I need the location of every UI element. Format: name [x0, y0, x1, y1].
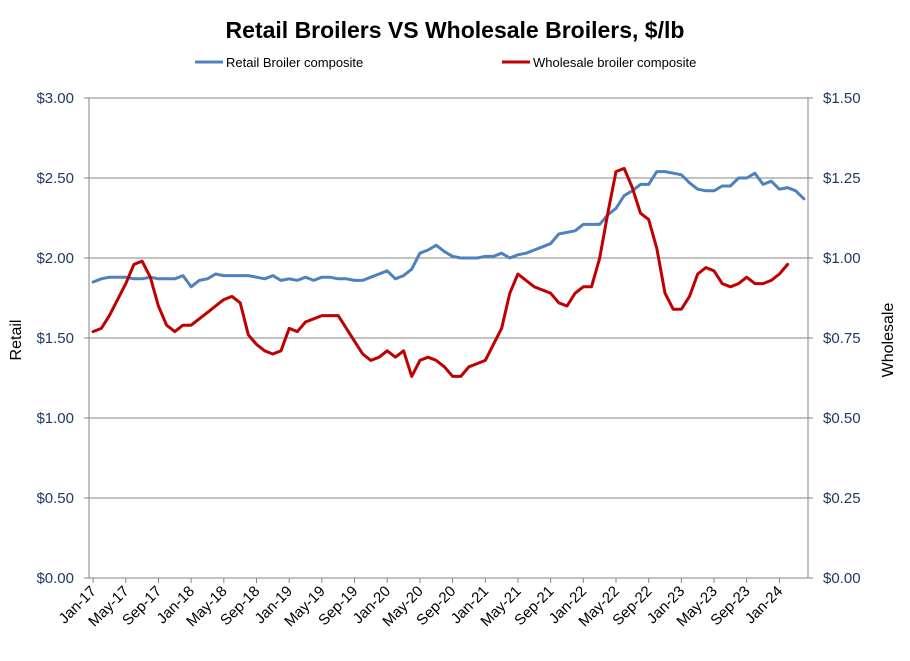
x-tick-label: Jan-24	[742, 583, 786, 627]
y-axis-right-title: Wholesale	[880, 303, 897, 378]
y-right-tick-label: $1.50	[823, 90, 861, 107]
y-right-tick-label: $1.25	[823, 170, 861, 187]
chart-title: Retail Broilers VS Wholesale Broilers, $…	[226, 17, 685, 43]
legend-label-wholesale: Wholesale broiler composite	[533, 55, 696, 70]
x-axis-ticks: Jan-17May-17Sep-17Jan-18May-18Sep-18Jan-…	[55, 578, 786, 630]
series-line-wholesale	[91, 166, 790, 378]
y-left-tick-label: $0.00	[36, 570, 74, 587]
legend-label-retail: Retail Broiler composite	[226, 55, 363, 70]
series-lines	[91, 166, 806, 378]
y-left-tick-label: $2.00	[36, 250, 74, 267]
y-right-tick-label: $0.00	[823, 570, 861, 587]
gridlines	[89, 97, 808, 499]
y-left-tick-label: $1.50	[36, 330, 74, 347]
series-line-retail	[91, 170, 806, 289]
y-axis-left-ticks: $0.00 $0.50 $1.00 $1.50 $2.00 $2.50 $3.00	[36, 90, 89, 587]
y-axis-right-ticks: $0.00 $0.25 $0.50 $0.75 $1.00 $1.25 $1.50	[808, 90, 861, 587]
y-left-tick-label: $3.00	[36, 90, 74, 107]
y-left-tick-label: $2.50	[36, 170, 74, 187]
y-right-tick-label: $0.75	[823, 330, 861, 347]
legend: Retail Broiler composite Wholesale broil…	[195, 55, 696, 70]
y-axis-left-title: Retail	[8, 320, 25, 361]
y-left-tick-label: $0.50	[36, 490, 74, 507]
y-right-tick-label: $0.25	[823, 490, 861, 507]
y-right-tick-label: $0.50	[823, 410, 861, 427]
y-left-tick-label: $1.00	[36, 410, 74, 427]
y-right-tick-label: $1.00	[823, 250, 861, 267]
